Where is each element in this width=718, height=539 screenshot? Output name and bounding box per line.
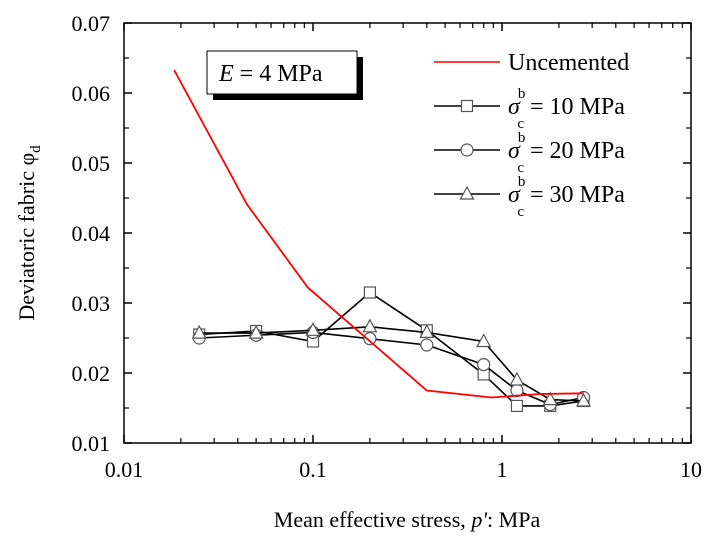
- legend-label: σb c = 30 MPa: [508, 174, 625, 220]
- y-tick-label: 0.01: [72, 431, 111, 456]
- series-circle: [192, 325, 591, 412]
- x-tick-label: 0.01: [105, 457, 144, 482]
- series-triangle: [191, 318, 592, 407]
- legend-label: σb c = 10 MPa: [508, 86, 625, 132]
- data-point-circle: [363, 332, 377, 346]
- y-tick-label: 0.05: [72, 151, 111, 176]
- data-point-triangle: [305, 322, 321, 336]
- annotation-box: E = 4 MPa: [206, 50, 363, 100]
- legend-marker-square: [460, 99, 474, 113]
- y-axis-title: Deviatoric fabric φd: [14, 145, 44, 321]
- series-square: [193, 286, 590, 412]
- legend-item: σb c = 30 MPa: [434, 174, 625, 220]
- data-point-circle: [477, 358, 491, 372]
- axes: 0.01 0.02 0.03 0.04 0.05 0.06 0.07 0.01 0.1 1 10: [72, 11, 703, 482]
- series-line: [199, 331, 584, 406]
- y-tick-label: 0.06: [72, 81, 111, 106]
- data-point-triangle: [542, 391, 558, 406]
- series-uncemented: [173, 69, 584, 399]
- y-tick-label: 0.04: [72, 221, 111, 246]
- x-tick-label: 1: [497, 457, 508, 482]
- y-tick-label: 0.03: [72, 291, 111, 316]
- legend-item: σb c = 20 MPa: [434, 130, 625, 176]
- y-tick-label: 0.07: [72, 11, 111, 36]
- y-tick-label: 0.02: [72, 361, 111, 386]
- data-point-circle: [420, 338, 434, 352]
- annotation-frame: [206, 50, 358, 95]
- data-point-triangle: [509, 371, 525, 386]
- data-point-triangle: [476, 333, 492, 348]
- series-layer: [173, 69, 592, 412]
- data-point-square: [363, 286, 376, 299]
- legend-label: Uncemented: [508, 50, 629, 76]
- data-point-triangle: [191, 324, 207, 339]
- series-line: [173, 69, 584, 399]
- legend-label: σb c = 20 MPa: [508, 130, 625, 176]
- data-point-triangle: [362, 318, 378, 333]
- annotation-text: E = 4 MPa: [218, 61, 323, 87]
- data-point-triangle: [576, 392, 592, 407]
- x-tick-label: 0.1: [299, 457, 327, 482]
- data-point-triangle: [248, 324, 264, 339]
- legend-item: Uncemented: [434, 50, 629, 76]
- x-tick-label: 10: [680, 457, 702, 482]
- series-line: [199, 291, 584, 407]
- data-point-square: [510, 399, 524, 412]
- data-point-triangle: [419, 324, 435, 338]
- legend-marker-circle: [460, 143, 474, 157]
- x-axis-title: Mean effective stress, p': MPa: [274, 507, 541, 532]
- legend-marker-triangle: [459, 185, 475, 200]
- legend-item: σb c = 10 MPa: [434, 86, 625, 132]
